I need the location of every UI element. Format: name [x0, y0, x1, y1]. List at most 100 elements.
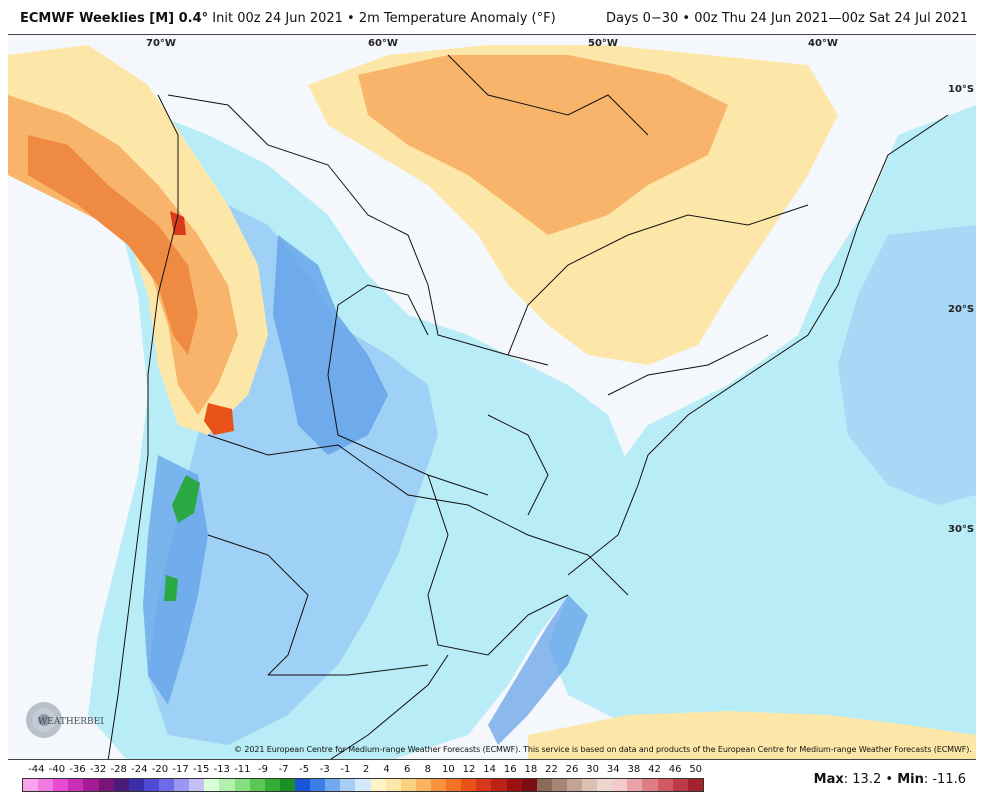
- lon-label-50w: 50°W: [588, 38, 618, 49]
- legend-swatch: [385, 779, 401, 791]
- legend-swatch: [612, 779, 628, 791]
- legend-label: 4: [383, 764, 390, 775]
- legend-swatch: [38, 779, 54, 791]
- legend-swatch: [83, 779, 99, 791]
- bolivia-dark-orange-region: [28, 135, 198, 355]
- legend-label: -1: [340, 764, 351, 775]
- legend-label: 46: [668, 764, 682, 775]
- lat-label-10s: 10°S: [948, 84, 975, 95]
- copyright-notice: © 2021 European Centre for Medium-range …: [234, 745, 972, 754]
- legend-swatch: [551, 779, 567, 791]
- paraguay-blue-region: [273, 235, 388, 455]
- legend-swatch: [446, 779, 462, 791]
- lon-label-70w: 70°W: [146, 38, 176, 49]
- legend-swatch: [325, 779, 341, 791]
- legend-swatch: [158, 779, 175, 791]
- valid-period: Days 0−30 • 00z Thu 24 Jun 2021—00z Sat …: [606, 11, 968, 26]
- max-label: Max: [813, 772, 844, 787]
- legend-swatch: [143, 779, 159, 791]
- legend-label: 50: [689, 764, 703, 775]
- lat-label-30s: 30°S: [948, 524, 975, 535]
- max-value: 13.2: [852, 772, 882, 787]
- min-label: Min: [897, 772, 924, 787]
- model-name: ECMWF Weeklies [M] 0.4°: [20, 11, 209, 26]
- legend-swatch: [642, 779, 658, 791]
- legend-swatch: [597, 779, 613, 791]
- offshore-blue-streak: [488, 595, 588, 745]
- legend-label: -17: [172, 764, 189, 775]
- legend-label: 6: [404, 764, 411, 775]
- legend-swatch: [476, 779, 492, 791]
- legend-label: -28: [110, 764, 127, 775]
- max-min-separator: •: [885, 772, 898, 787]
- andes-green-region-2: [164, 575, 178, 601]
- legend-swatch: [566, 779, 583, 791]
- legend-swatch: [506, 779, 522, 791]
- legend-swatch: [204, 779, 220, 791]
- lon-label-40w: 40°W: [808, 38, 838, 49]
- legend-swatch: [627, 779, 643, 791]
- legend-swatch: [219, 779, 235, 791]
- legend-label: 22: [545, 764, 558, 775]
- max-min-readout: Max: 13.2 • Min: -11.6: [814, 772, 966, 787]
- legend-swatch: [264, 779, 280, 791]
- legend-label: 26: [565, 764, 579, 775]
- field-name: 2m Temperature Anomaly (°F): [358, 11, 556, 26]
- lat-label-20s: 20°S: [948, 304, 975, 315]
- legend-swatch: [113, 779, 129, 791]
- weatherbell-logo-graphic: WEATHERBELL: [26, 702, 112, 738]
- atlantic-deep-region: [838, 225, 976, 505]
- legend-label: -11: [234, 764, 251, 775]
- legend-label: -44: [28, 764, 45, 775]
- legend-swatch: [657, 779, 673, 791]
- legend-swatch: [174, 779, 190, 791]
- legend-swatch: [53, 779, 69, 791]
- south-warm-region: [528, 711, 976, 759]
- map-panel: [8, 34, 976, 760]
- legend-label: 12: [462, 764, 476, 775]
- max-colon: :: [843, 772, 853, 787]
- init-time: Init 00z 24 Jun 2021: [212, 11, 343, 26]
- legend-swatch: [189, 779, 205, 791]
- country-borders: [107, 54, 949, 759]
- legend-swatch: [521, 779, 537, 791]
- legend-label: -5: [299, 764, 310, 775]
- legend-swatch: [234, 779, 250, 791]
- legend-label: 30: [586, 764, 600, 775]
- legend-swatch: [400, 779, 416, 791]
- legend-swatch: [68, 779, 84, 791]
- legend-label: -36: [69, 764, 86, 775]
- lon-label-60w: 60°W: [368, 38, 398, 49]
- anomaly-map: [8, 35, 976, 759]
- legend-color-bar: [22, 778, 704, 792]
- title-bullet: •: [347, 11, 355, 26]
- legend-label: -3: [319, 764, 330, 775]
- atlantic-cool-region: [548, 105, 976, 735]
- andes-green-region-1: [172, 475, 200, 523]
- header: ECMWF Weeklies [M] 0.4° Init 00z 24 Jun …: [0, 0, 984, 34]
- legend-label: 42: [648, 764, 661, 775]
- legend-swatch: [98, 779, 114, 791]
- legend-swatch: [461, 779, 477, 791]
- legend-label: -13: [213, 764, 230, 775]
- legend-swatch: [249, 779, 265, 791]
- legend-label: -40: [48, 764, 66, 775]
- legend-label: 16: [503, 764, 517, 775]
- legend-label: 18: [524, 764, 538, 775]
- legend-label: 8: [424, 764, 431, 775]
- legend-label: 10: [442, 764, 455, 775]
- color-legend: -44 -40 -36 -32 -28 -24 -20 -17 -15 -13 -11 -9 -7 -5-…: [22, 762, 704, 796]
- legend-swatch: [340, 779, 356, 791]
- legend-label: 34: [606, 764, 620, 775]
- hotspot-red-2: [204, 403, 234, 435]
- legend-swatch: [23, 779, 39, 791]
- min-colon: :: [923, 772, 933, 787]
- min-value: -11.6: [932, 772, 966, 787]
- legend-label: -20: [151, 764, 169, 775]
- legend-label: -24: [131, 764, 148, 775]
- legend-labels: -44 -40 -36 -32 -28 -24 -20 -17 -15 -13 -11 -9 -7 -5-…: [22, 762, 702, 776]
- legend-label: -7: [278, 764, 289, 775]
- legend-swatch: [672, 779, 688, 791]
- logo-text: WEATHERBELL: [38, 717, 104, 727]
- legend-label: -9: [257, 764, 268, 775]
